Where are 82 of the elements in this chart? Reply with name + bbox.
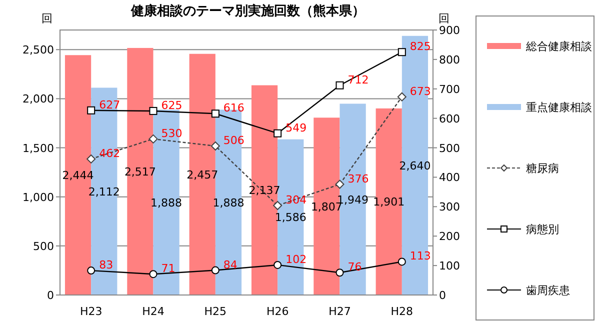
x-tick-label: H27: [328, 305, 351, 318]
bar: [278, 139, 304, 295]
legend-label: 病態別: [526, 223, 559, 236]
data-label: 549: [286, 121, 307, 134]
data-label: 304: [286, 193, 307, 206]
point: [335, 180, 344, 189]
bar: [153, 110, 180, 295]
point: [87, 266, 96, 275]
legend-label: 歯周疾患: [526, 284, 570, 297]
data-label: 2,112: [88, 185, 120, 198]
data-label: 673: [410, 84, 431, 98]
data-label: 1,586: [274, 211, 306, 224]
point: [274, 129, 282, 138]
point: [149, 106, 158, 115]
legend-label: 重点健康相談: [526, 101, 592, 114]
point: [398, 258, 406, 266]
data-label: 530: [161, 126, 182, 140]
y-tick-label: 2,500: [22, 44, 54, 57]
point: [211, 266, 220, 274]
legend-label: 総合健康相談: [525, 40, 592, 53]
y2-tick-label: 200: [439, 230, 460, 244]
y2-tick-label: 900: [439, 24, 460, 37]
data-label: 113: [410, 250, 431, 263]
bar: [189, 54, 216, 295]
data-label: 825: [410, 40, 431, 54]
data-label: 71: [161, 262, 176, 276]
data-label: 1,901: [373, 196, 405, 209]
data-label: 84: [223, 258, 238, 272]
y-tick-label: 0: [47, 289, 54, 302]
y2-tick-label: 0: [439, 289, 446, 302]
y2-tick-label: 600: [439, 112, 460, 126]
x-tick-label: H25: [204, 305, 227, 318]
point: [86, 154, 96, 164]
data-label: 376: [348, 172, 369, 186]
point: [397, 92, 406, 102]
point: [336, 268, 344, 277]
bar: [340, 104, 366, 295]
y-tick-label: 2,000: [22, 92, 54, 106]
bar: [251, 85, 278, 295]
y-tick-label: 1,500: [22, 142, 54, 155]
point: [210, 142, 220, 151]
y2-tick-label: 500: [439, 142, 460, 155]
y2-axis-title: 回: [438, 12, 450, 25]
x-tick-label: H28: [390, 305, 414, 318]
data-label: 616: [223, 102, 244, 115]
y2-tick-label: 700: [439, 82, 460, 96]
x-tick-label: H26: [266, 305, 289, 318]
legend-label: 糖尿病: [526, 162, 559, 175]
x-tick-label: H24: [142, 305, 164, 318]
x-tick-label: H23: [80, 305, 102, 318]
chart-title: 健康相談のテーマ別実施回数（熊本県）: [130, 3, 365, 19]
data-label: 627: [99, 98, 120, 112]
point: [87, 106, 96, 114]
data-label: 2,457: [186, 168, 218, 182]
bar: [127, 48, 154, 295]
data-label: 102: [286, 252, 307, 266]
y2-tick-label: 100: [439, 260, 460, 273]
bar: [376, 108, 402, 295]
point: [336, 81, 344, 90]
data-label: 2,137: [248, 184, 280, 198]
data-label: 2,517: [124, 165, 156, 178]
y-tick-label: 500: [33, 240, 54, 253]
data-label: 625: [161, 98, 182, 112]
data-label: 712: [348, 73, 369, 86]
data-label: 1,888: [212, 196, 244, 210]
data-label: 506: [223, 134, 244, 148]
data-label: 2,444: [62, 169, 94, 182]
point: [274, 260, 282, 269]
y-axis-title: 回: [42, 12, 52, 25]
y2-tick-label: 400: [439, 171, 460, 184]
point: [398, 48, 406, 56]
y2-tick-label: 300: [439, 200, 460, 214]
data-label: 2,640: [399, 159, 431, 172]
point: [149, 270, 158, 278]
point: [148, 134, 158, 144]
point: [211, 110, 220, 118]
data-label: 83: [99, 258, 114, 272]
bar: [314, 118, 340, 295]
data-label: 1,888: [150, 196, 182, 210]
y2-tick-label: 800: [439, 53, 460, 66]
y-tick-label: 1,000: [22, 190, 54, 204]
point: [273, 200, 282, 210]
